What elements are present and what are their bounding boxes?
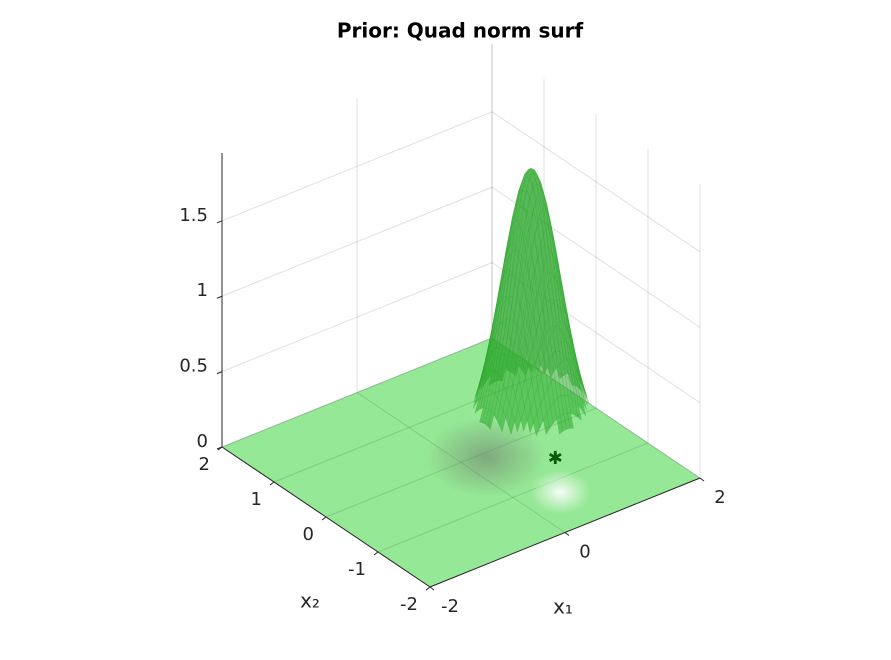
surface-patch (536, 403, 544, 430)
y-tick-label: 1 (251, 489, 262, 510)
x-tick-label: 0 (579, 542, 590, 563)
surface-patch (556, 325, 563, 355)
surface-patch (554, 277, 561, 311)
surface-patch (517, 182, 525, 201)
surface-patch (533, 412, 541, 437)
surface-patch (573, 362, 581, 390)
surface-patch (580, 388, 587, 411)
surface-patch (571, 340, 579, 371)
y-axis-label: x₂ (300, 589, 320, 613)
x-axis-label: x₁ (553, 595, 573, 619)
tick-mark (216, 446, 223, 450)
y-tick-label: -1 (348, 559, 366, 580)
surface-shadow (426, 417, 547, 498)
z-tick-label: 0 (197, 431, 208, 452)
surface-patch (528, 214, 536, 249)
surface-patch (534, 354, 542, 387)
surface-patch (524, 167, 532, 175)
surface-patch (562, 352, 570, 381)
tick-mark (216, 220, 223, 224)
x-tick-label: 2 (714, 487, 725, 508)
grid-line (377, 149, 649, 553)
surface-patch (550, 376, 558, 403)
surface-patch (514, 184, 522, 207)
surface-patch (510, 317, 518, 353)
surface-patch (526, 286, 534, 325)
tick-mark (564, 532, 570, 536)
surface-patch (567, 412, 574, 429)
surface-patch (520, 407, 528, 433)
grid-line (221, 262, 701, 404)
surface-patch (544, 245, 552, 274)
surface-patch (520, 172, 528, 185)
grid-line (325, 114, 597, 518)
surface-patch (518, 233, 526, 270)
z-tick-label: 1.5 (179, 205, 208, 226)
surface-patch (508, 273, 516, 308)
tick-mark (429, 586, 435, 591)
surface-glow (530, 470, 591, 515)
surface-patch (555, 254, 563, 291)
surface-patch (508, 411, 515, 436)
tick-mark (269, 481, 275, 486)
surface-patch (511, 200, 518, 227)
surface-patch (549, 220, 557, 255)
surface-patch (572, 384, 580, 408)
tick-mark (699, 477, 705, 482)
y-tick-label: 0 (303, 524, 314, 545)
surface-patch (542, 301, 550, 336)
grid-line (221, 111, 701, 253)
surface-patch (487, 410, 495, 431)
x-tick-label: -2 (441, 596, 459, 617)
tick-mark (425, 586, 431, 591)
surface-patch (565, 307, 573, 341)
z-tick-label: 1 (197, 280, 208, 301)
surface-patch (556, 415, 564, 435)
surface-patch (514, 408, 522, 433)
surface-patch (539, 185, 547, 209)
tick-mark (216, 295, 223, 299)
tick-mark (216, 371, 223, 375)
surface-patch (509, 243, 517, 275)
y-tick-label: -2 (400, 594, 418, 615)
surface-patch (547, 246, 555, 279)
surface-patch (502, 236, 509, 272)
surface-patch (506, 243, 514, 271)
surface-patch (525, 361, 532, 394)
surface-patch (581, 382, 589, 404)
surface-patch (477, 391, 485, 412)
surface-patch (509, 352, 517, 385)
grid-line (221, 186, 701, 328)
chart-title: Prior: Quad norm surf (337, 19, 584, 43)
y-tick-label: 2 (199, 454, 210, 475)
surface-patch (518, 173, 525, 192)
surface-patch (564, 319, 571, 353)
surface-patch (507, 341, 514, 374)
surface-patch (499, 409, 506, 433)
z-tick-label: 0.5 (179, 356, 208, 377)
tick-mark (373, 551, 379, 556)
surface-patch (543, 412, 550, 436)
surface-patch (484, 408, 492, 427)
marker: ✱ (548, 448, 563, 469)
surface-patch (526, 408, 534, 434)
surface-patch (520, 182, 527, 205)
tick-mark (321, 516, 327, 521)
